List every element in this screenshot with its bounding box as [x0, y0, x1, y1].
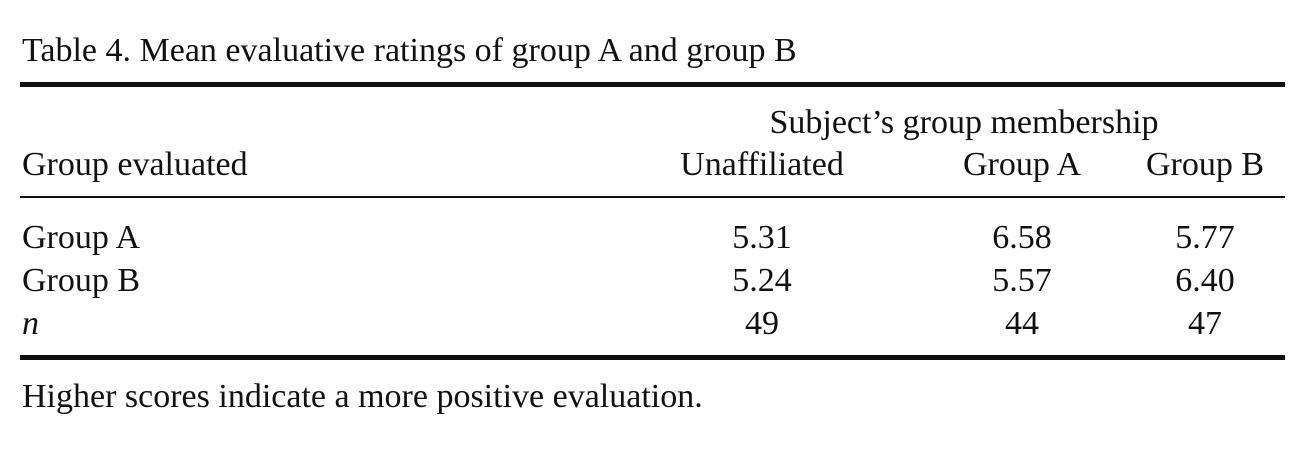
column-header: Group A — [962, 146, 1082, 183]
column-header: Group evaluated — [22, 146, 248, 183]
bottom-rule — [20, 355, 1285, 360]
table-cell: 47 — [1188, 305, 1222, 342]
caption: Table 4. Mean evaluative ratings of grou… — [22, 32, 797, 69]
top-rule — [20, 82, 1285, 87]
mid-rule — [20, 196, 1285, 198]
column-header: Unaffiliated — [680, 146, 844, 183]
table-cell: 6.58 — [992, 219, 1052, 256]
table-cell: 5.24 — [732, 262, 792, 299]
spanner-header: Subject’s group membership — [769, 104, 1159, 141]
row-label: Group A — [22, 219, 141, 256]
row-label: n — [22, 305, 39, 342]
row-label: Group B — [22, 262, 141, 299]
table-cell: 5.57 — [992, 262, 1052, 299]
table-cell: 5.77 — [1175, 219, 1235, 256]
table-cell: 5.31 — [732, 219, 792, 256]
table-cell: 49 — [745, 305, 779, 342]
table-cell: 44 — [1005, 305, 1039, 342]
table-cell: 6.40 — [1175, 262, 1235, 299]
column-header: Group B — [1145, 146, 1265, 183]
table-note: Higher scores indicate a more positive e… — [22, 378, 703, 415]
